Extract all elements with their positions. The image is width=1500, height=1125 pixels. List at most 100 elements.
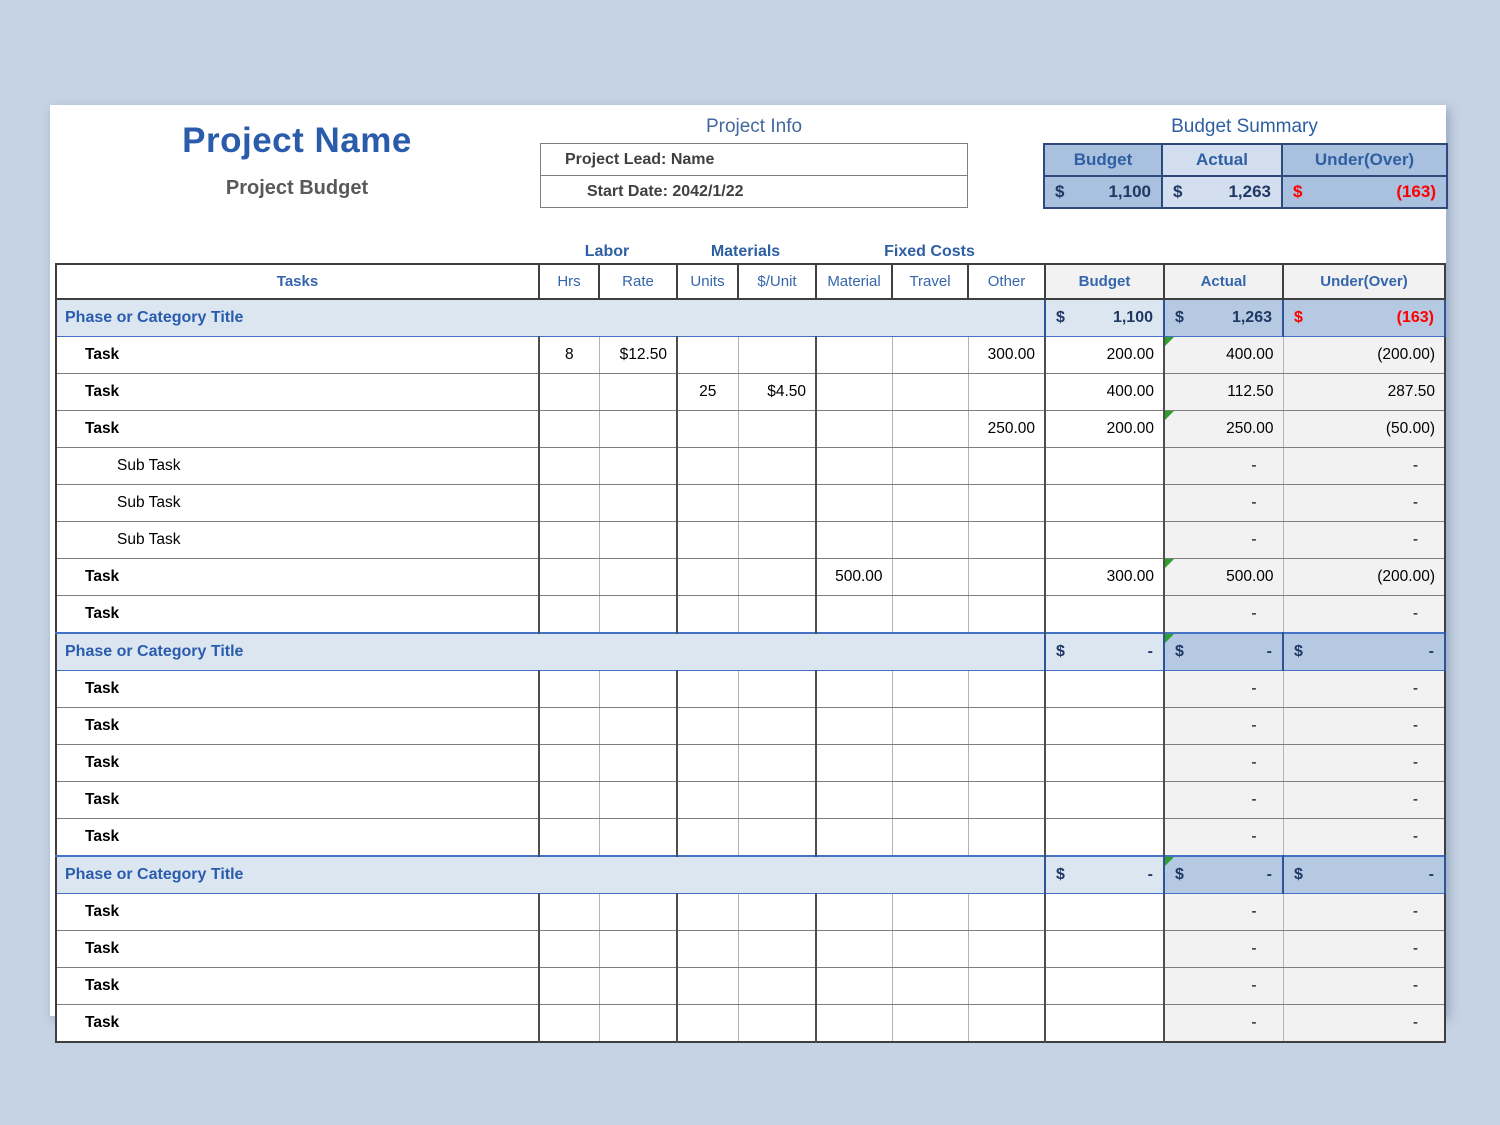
under-over-cell[interactable]: (50.00) [1283,410,1446,448]
material-cell[interactable] [816,781,893,819]
other-cell[interactable] [968,595,1046,634]
other-cell[interactable] [968,558,1046,596]
hrs-cell[interactable] [539,818,600,857]
under-over-cell[interactable]: - [1283,447,1446,485]
travel-cell[interactable] [892,447,969,485]
rate-cell[interactable] [599,670,678,708]
budget-cell[interactable] [1045,484,1165,522]
travel-cell[interactable] [892,373,969,411]
rate-cell[interactable] [599,521,678,559]
hrs-cell[interactable] [539,744,600,782]
unit-cost-cell[interactable] [738,484,817,522]
other-cell[interactable] [968,930,1046,968]
other-cell[interactable]: 250.00 [968,410,1046,448]
task-label-cell[interactable]: Task [56,595,540,634]
units-cell[interactable] [677,595,739,634]
phase-actual-cell[interactable]: $ - [1164,632,1284,671]
units-cell[interactable] [677,707,739,745]
budget-cell[interactable] [1045,670,1165,708]
under-over-cell[interactable]: - [1283,744,1446,782]
actual-cell[interactable]: 500.00 [1164,558,1284,596]
under-over-cell[interactable]: - [1283,1004,1446,1043]
hrs-cell[interactable] [539,373,600,411]
hrs-cell[interactable] [539,410,600,448]
material-cell[interactable] [816,930,893,968]
phase-title-cell[interactable]: Phase or Category Title [56,855,1046,894]
travel-cell[interactable] [892,336,969,374]
material-cell[interactable] [816,336,893,374]
unit-cost-cell[interactable] [738,336,817,374]
under-over-cell[interactable]: - [1283,707,1446,745]
budget-cell[interactable] [1045,967,1165,1005]
other-cell[interactable] [968,818,1046,857]
travel-cell[interactable] [892,521,969,559]
task-label-cell[interactable]: Task [56,930,540,968]
phase-budget-cell[interactable]: $1,100 [1045,298,1165,337]
actual-cell[interactable]: 400.00 [1164,336,1284,374]
hrs-cell[interactable] [539,447,600,485]
hrs-cell[interactable] [539,521,600,559]
other-cell[interactable] [968,744,1046,782]
task-label-cell[interactable]: Task [56,818,540,857]
budget-cell[interactable]: 200.00 [1045,336,1165,374]
task-label-cell[interactable]: Task [56,336,540,374]
budget-cell[interactable] [1045,595,1165,634]
rate-cell[interactable] [599,967,678,1005]
budget-cell[interactable] [1045,781,1165,819]
material-cell[interactable] [816,1004,893,1043]
under-over-cell[interactable]: - [1283,595,1446,634]
budget-cell[interactable] [1045,447,1165,485]
under-over-cell[interactable]: - [1283,893,1446,931]
travel-cell[interactable] [892,967,969,1005]
unit-cost-cell[interactable] [738,410,817,448]
units-cell[interactable] [677,410,739,448]
other-cell[interactable] [968,1004,1046,1043]
rate-cell[interactable] [599,781,678,819]
under-over-cell[interactable]: - [1283,818,1446,857]
unit-cost-cell[interactable] [738,818,817,857]
rate-cell[interactable] [599,893,678,931]
under-over-cell[interactable]: - [1283,967,1446,1005]
hrs-cell[interactable] [539,670,600,708]
other-cell[interactable] [968,484,1046,522]
other-cell[interactable] [968,967,1046,1005]
budget-cell[interactable] [1045,521,1165,559]
hrs-cell[interactable] [539,930,600,968]
task-label-cell[interactable]: Task [56,1004,540,1043]
travel-cell[interactable] [892,410,969,448]
hrs-cell[interactable] [539,967,600,1005]
travel-cell[interactable] [892,1004,969,1043]
actual-cell[interactable]: - [1164,484,1284,522]
phase-budget-cell[interactable]: $ - [1045,632,1165,671]
actual-cell[interactable]: - [1164,1004,1284,1043]
rate-cell[interactable] [599,930,678,968]
actual-cell[interactable]: - [1164,744,1284,782]
rate-cell[interactable] [599,707,678,745]
units-cell[interactable] [677,447,739,485]
units-cell[interactable] [677,893,739,931]
rate-cell[interactable] [599,447,678,485]
units-cell[interactable] [677,521,739,559]
unit-cost-cell[interactable] [738,595,817,634]
other-cell[interactable] [968,447,1046,485]
phase-actual-cell[interactable]: $ - [1164,855,1284,894]
units-cell[interactable] [677,967,739,1005]
budget-cell[interactable]: 200.00 [1045,410,1165,448]
units-cell[interactable]: 25 [677,373,739,411]
actual-cell[interactable]: - [1164,447,1284,485]
units-cell[interactable] [677,1004,739,1043]
material-cell[interactable] [816,447,893,485]
under-over-cell[interactable]: (200.00) [1283,558,1446,596]
hrs-cell[interactable] [539,1004,600,1043]
under-over-cell[interactable]: - [1283,484,1446,522]
rate-cell[interactable] [599,410,678,448]
material-cell[interactable] [816,521,893,559]
phase-actual-cell[interactable]: $1,263 [1164,298,1284,337]
task-label-cell[interactable]: Sub Task [56,521,540,559]
budget-cell[interactable] [1045,818,1165,857]
unit-cost-cell[interactable] [738,930,817,968]
rate-cell[interactable] [599,373,678,411]
task-label-cell[interactable]: Task [56,893,540,931]
hrs-cell[interactable] [539,484,600,522]
units-cell[interactable] [677,744,739,782]
